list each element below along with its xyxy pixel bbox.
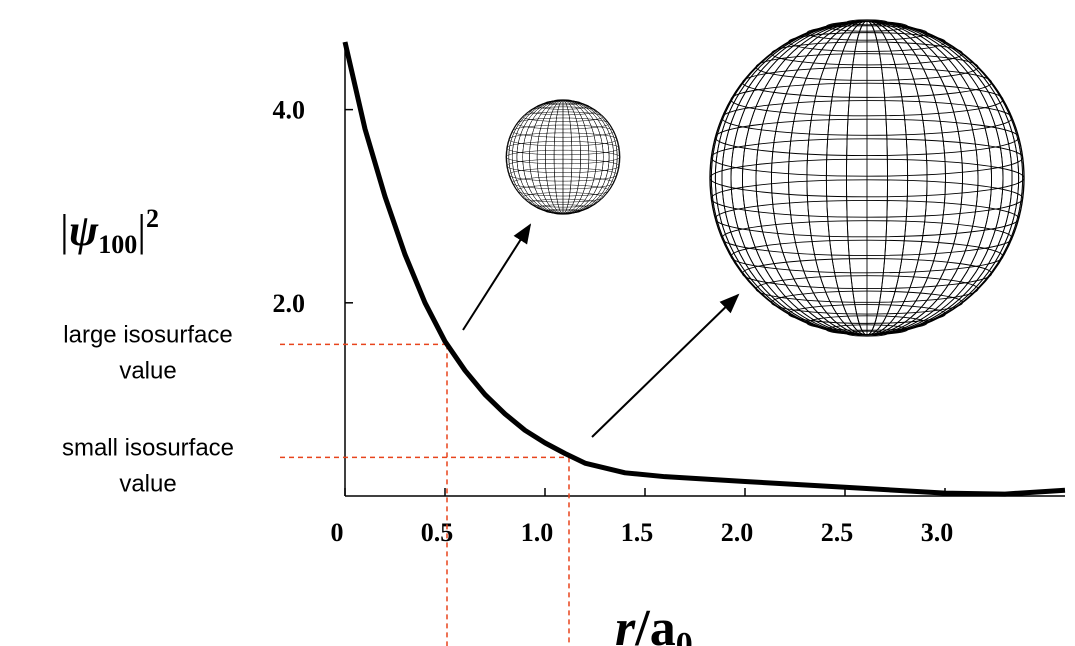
annotation-text: value — [119, 470, 176, 497]
x-label-part: /a — [634, 600, 675, 646]
y-tick-label: 4.0 — [273, 96, 306, 125]
x-tick-label: 0.5 — [421, 518, 454, 547]
annotation-text: small isosurface — [62, 434, 234, 461]
y-label-part: | — [137, 206, 146, 255]
spheres — [506, 20, 1024, 336]
y-label-part: 100 — [98, 230, 137, 259]
annotation-text: large isosurface — [63, 321, 232, 348]
chart: |ψ100|2 r/a0 2.04.000.51.01.52.02.53.0la… — [0, 0, 1075, 646]
x-axis-label: r/a0 — [615, 600, 693, 646]
x-tick-label: 0 — [331, 518, 344, 547]
y-axis-label: |ψ100|2 — [60, 204, 159, 259]
y-label-part: 2 — [146, 204, 159, 233]
annotation-text: value — [119, 357, 176, 384]
x-tick-label: 3.0 — [921, 518, 954, 547]
y-label-part: | — [60, 206, 69, 255]
y-tick-label: 2.0 — [273, 289, 306, 318]
x-tick-label: 2.5 — [821, 518, 854, 547]
x-label-part: r — [615, 600, 636, 646]
x-label-part: 0 — [676, 626, 693, 646]
x-tick-label: 2.0 — [721, 518, 754, 547]
x-tick-label: 1.0 — [521, 518, 554, 547]
x-tick-label: 1.5 — [621, 518, 654, 547]
arrow — [463, 225, 530, 330]
y-label-part: ψ — [69, 206, 99, 255]
arrow — [592, 295, 738, 437]
